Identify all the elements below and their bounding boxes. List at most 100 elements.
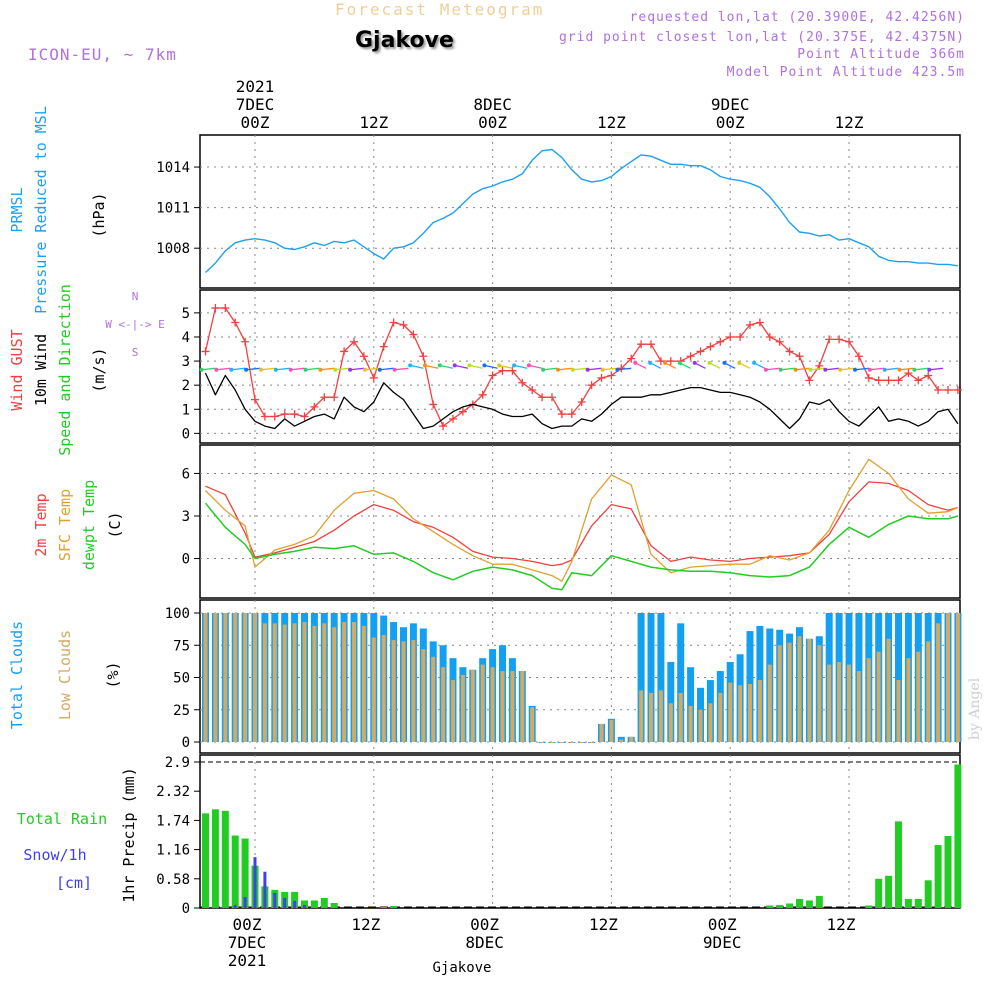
wind-label: 10m Wind xyxy=(32,334,50,406)
gust-marker xyxy=(557,410,566,419)
low-cloud-bar xyxy=(510,671,515,742)
low-cloud-bar xyxy=(866,658,871,742)
low-cloud-bar xyxy=(955,613,960,742)
wind-direction-arrowhead xyxy=(752,360,757,365)
low-cloud-bar xyxy=(391,640,396,742)
gust-marker xyxy=(825,335,834,344)
wind-direction-arrow xyxy=(394,367,409,371)
wind-direction-arrow xyxy=(602,367,617,371)
gust-marker xyxy=(518,378,527,387)
y-tick-label: 1014 xyxy=(156,160,190,176)
wind-direction-arrow xyxy=(290,367,305,371)
wind-direction-arrowhead xyxy=(303,367,308,372)
snow-label: Snow/1h xyxy=(23,846,86,864)
low-cloud-bar xyxy=(668,703,673,742)
top-hour-label: 00Z xyxy=(478,113,507,132)
wind-direction-arrowhead xyxy=(663,360,668,365)
low-cloud-bar xyxy=(431,656,436,742)
gust-marker xyxy=(439,422,448,431)
rain-label: Total Rain xyxy=(17,810,107,828)
rain-bar xyxy=(895,821,902,908)
low-cloud-bar xyxy=(530,707,535,742)
low-cloud-bar xyxy=(550,742,554,743)
dewpt-label: dewpt Temp xyxy=(80,480,98,570)
y-tick-label: 1008 xyxy=(156,241,190,257)
gust-marker xyxy=(874,376,883,385)
gust-marker xyxy=(528,385,537,394)
low-cloud-bar xyxy=(500,671,505,742)
low-cloud-bar xyxy=(886,638,891,742)
gust-marker xyxy=(686,352,695,361)
gust-marker xyxy=(221,304,230,313)
bottom-hour-label: 12Z xyxy=(827,915,856,934)
low-cloud-bar xyxy=(213,613,218,742)
gust-marker xyxy=(854,352,863,361)
low-cloud-bar xyxy=(797,636,802,742)
rain-bar xyxy=(766,905,774,908)
wind-direction-arrowhead xyxy=(677,360,682,365)
wind-direction-arrow xyxy=(869,367,884,371)
low-cloud-bar xyxy=(946,613,950,742)
total-cloud-bar xyxy=(637,613,645,742)
low-clouds-label: Low Clouds xyxy=(56,630,74,720)
wind-direction-arrowhead xyxy=(229,367,234,372)
gust-marker xyxy=(369,373,378,382)
total-cloud-bar xyxy=(647,613,655,742)
wind-direction-arrowhead xyxy=(722,360,727,365)
top-hour-label: 12Z xyxy=(359,113,388,132)
snow-unit-label: [cm] xyxy=(56,874,92,892)
low-cloud-bar xyxy=(520,671,525,742)
bottom-date-label: 9DEC xyxy=(703,933,742,952)
wind-direction-arrow xyxy=(499,364,513,369)
low-cloud-bar xyxy=(401,641,406,742)
gust-marker xyxy=(478,390,487,399)
top-year-label: 2021 xyxy=(236,77,275,96)
gust-marker xyxy=(350,337,358,346)
low-cloud-bar xyxy=(322,623,327,742)
low-cloud-bar xyxy=(361,625,366,742)
gust-marker xyxy=(340,347,349,356)
wind-direction-arrow xyxy=(810,367,825,371)
bottom-hour-label: 12Z xyxy=(351,915,380,934)
y-tick-label: 25 xyxy=(173,703,190,719)
low-cloud-bar xyxy=(856,671,861,742)
wind-direction-arrowhead xyxy=(927,367,932,372)
gust-marker xyxy=(607,371,616,380)
wind-direction-arrowhead xyxy=(452,363,457,368)
wind-direction-arrow xyxy=(543,367,558,371)
wind-direction-arrowhead xyxy=(482,363,487,368)
footer-location: Gjakove xyxy=(432,960,491,976)
y-tick-label: 4 xyxy=(182,330,190,346)
wind-direction-arrow xyxy=(664,362,677,369)
wind-direction-arrow xyxy=(513,364,528,369)
gust-marker xyxy=(656,357,665,366)
low-cloud-bar xyxy=(906,658,911,742)
gust-marker xyxy=(746,320,754,329)
low-cloud-bar xyxy=(569,742,574,743)
low-cloud-bar xyxy=(451,680,455,742)
low-cloud-bar xyxy=(460,674,465,742)
pressure-unit-label: (hPa) xyxy=(90,192,108,237)
low-cloud-bar xyxy=(411,640,416,742)
wind-direction-arrowhead xyxy=(585,367,590,372)
gust-marker xyxy=(419,352,428,361)
top-date-label: 9DEC xyxy=(711,95,750,114)
snow-bar xyxy=(303,904,306,908)
gust-marker xyxy=(241,337,250,346)
rain-bar xyxy=(330,902,338,908)
temp-unit-label: (C) xyxy=(106,511,124,538)
y-tick-label: 0.58 xyxy=(156,872,190,888)
wind-direction-arrowhead xyxy=(600,367,605,372)
y-tick-label: 3 xyxy=(182,509,190,525)
wind-direction-arrow xyxy=(320,367,335,371)
bottom-hour-label: 00Z xyxy=(470,915,499,934)
wind-direction-arrowhead xyxy=(853,367,858,372)
rain-bar xyxy=(231,835,239,908)
gust-marker xyxy=(934,385,943,394)
wind-direction-arrow xyxy=(379,367,394,371)
gust-marker xyxy=(359,352,368,361)
low-cloud-bar xyxy=(916,651,921,742)
page-title: Forecast Meteogram xyxy=(335,0,545,19)
low-cloud-bar xyxy=(748,683,752,742)
gust-marker xyxy=(716,337,725,346)
